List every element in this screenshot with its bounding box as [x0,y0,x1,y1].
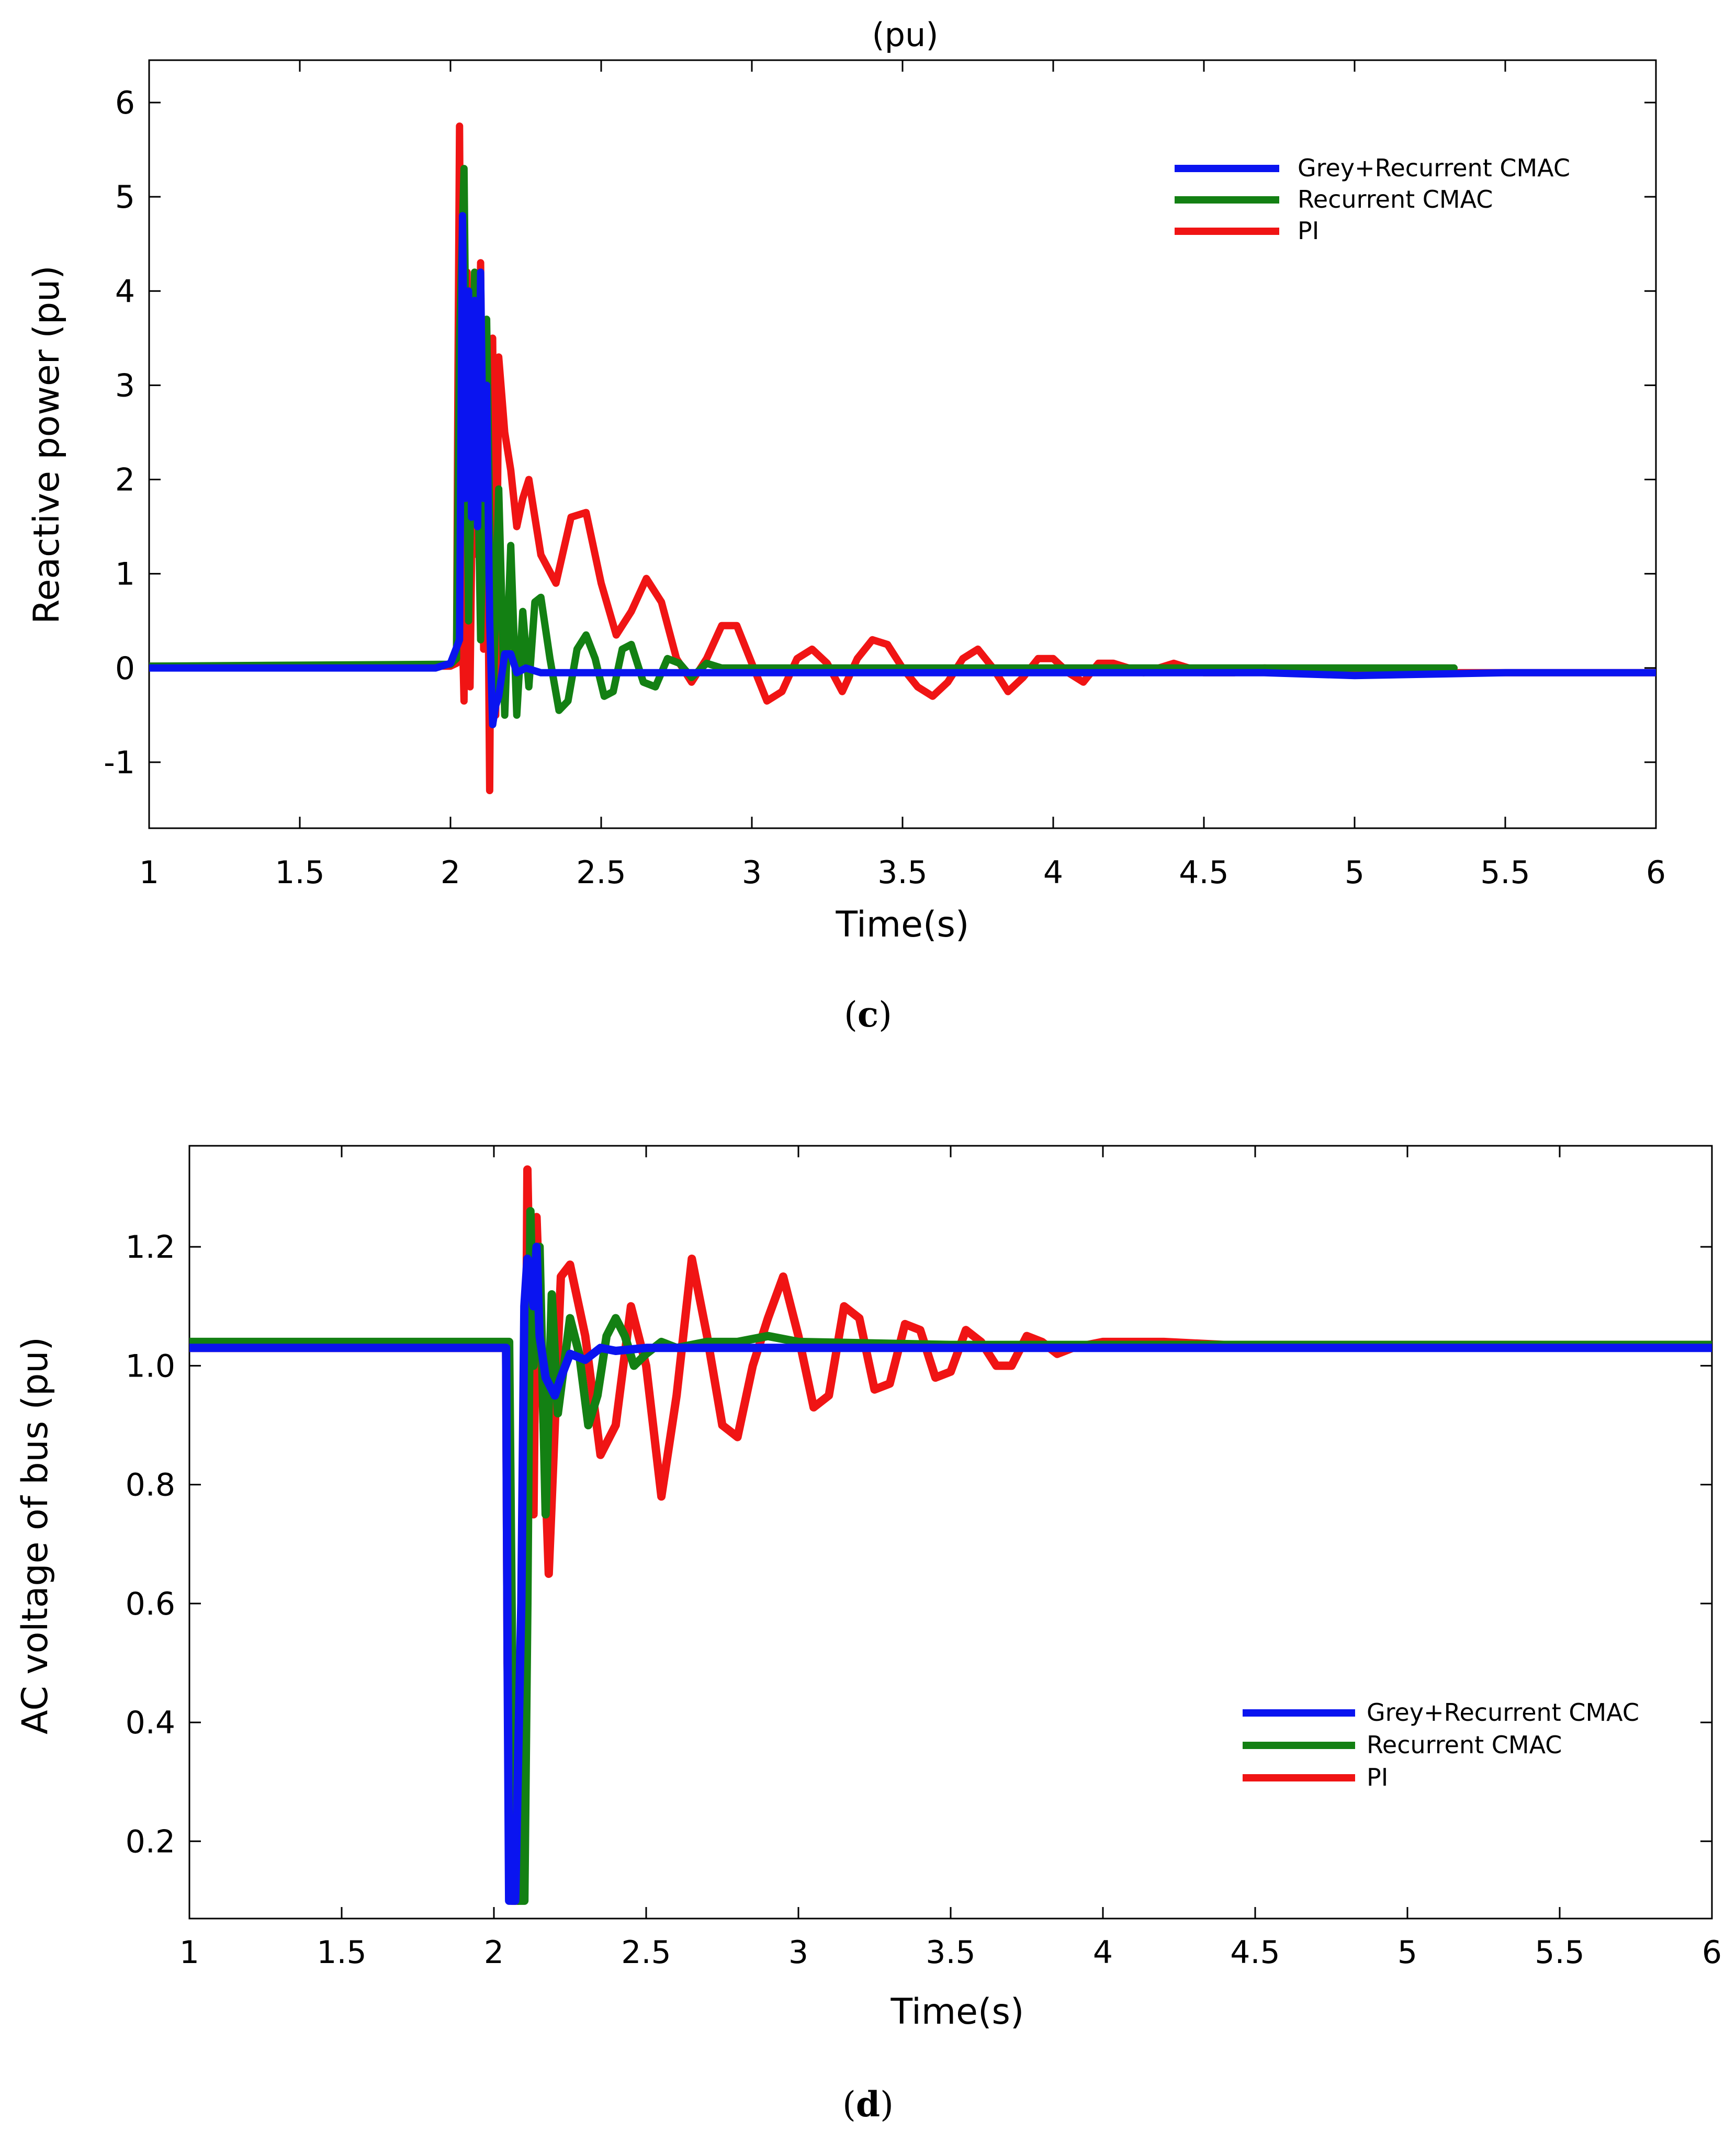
chart-c-x-tick-label: 1 [139,854,159,891]
chart-c-y-tick-label: 4 [115,273,135,310]
figure-caption-d: (d) [842,2084,894,2125]
chart-c-legend-label-recurrent-cmac: Recurrent CMAC [1298,185,1493,213]
chart-d-x-tick-label: 5 [1397,1934,1417,1971]
chart-d-x-tick-label: 6 [1702,1934,1722,1971]
chart-c-y-tick-label: 1 [115,556,135,593]
chart-c-y-tick-label: 5 [115,179,135,216]
chart-c-title: (pu) [872,16,938,54]
figure-caption-c: (c) [844,994,892,1035]
chart-c-x-tick-label: 2.5 [576,854,626,891]
chart-d-y-tick-label: 0.2 [126,1823,175,1860]
chart-c-x-tick-label: 5 [1345,854,1365,891]
chart-c-legend-label-grey-recurrent-cmac: Grey+Recurrent CMAC [1298,154,1570,182]
chart-c-legend-label-pi: PI [1298,217,1319,245]
chart-c-x-axis-title: Time(s) [836,904,970,945]
chart-d-legend: Grey+Recurrent CMAC Recurrent CMAC PI [1243,1698,1639,1791]
caption-d-letter: d [856,2084,880,2125]
chart-d-x-tick-label: 4.5 [1230,1934,1280,1971]
chart-d-legend-label-recurrent-cmac: Recurrent CMAC [1367,1731,1562,1759]
chart-d-series-line-recurrent-cmac [189,1207,1712,1905]
chart-d-y-axis-title: AC voltage of bus (pu) [15,1337,56,1734]
chart-d-x-tick-label: 3.5 [926,1934,975,1971]
chart-d-y-tick-label: 1.0 [126,1348,175,1384]
chart-c-x-tick-label: 6 [1646,854,1666,891]
caption-c-letter: c [858,994,878,1035]
chart-c-x-tick-label: 3 [742,854,762,891]
chart-d-y-tick-labels: 1.2 1.0 0.8 0.6 0.4 0.2 [126,1229,175,1860]
chart-d-x-tick-label: 3 [788,1934,808,1971]
chart-ac-voltage: 1 1.5 2 2.5 3 3.5 4 4.5 5 5.5 6 1.2 1.0 … [15,1145,1722,2125]
chart-c-x-tick-label: 4 [1043,854,1063,891]
chart-c-y-tick-labels: 6 5 4 3 2 1 0 -1 [104,85,135,781]
chart-c-x-tick-label: 4.5 [1179,854,1228,891]
caption-d-open: ( [842,2084,856,2125]
chart-d-y-tick-label: 0.6 [126,1586,175,1622]
chart-d-legend-label-pi: PI [1367,1763,1388,1791]
chart-c-y-tick-label: 2 [115,462,135,499]
caption-c-close: ) [878,995,892,1035]
chart-d-x-tick-label: 1 [179,1934,199,1971]
chart-d-x-tick-labels: 1 1.5 2 2.5 3 3.5 4 4.5 5 5.5 6 [179,1934,1722,1971]
chart-c-legend: Grey+Recurrent CMAC Recurrent CMAC PI [1175,154,1570,245]
chart-c-x-tick-label: 3.5 [877,854,927,891]
chart-d-y-tick-label: 0.4 [126,1705,175,1741]
chart-d-x-tick-label: 4 [1093,1934,1113,1971]
chart-d-x-tick-label: 2.5 [621,1934,671,1971]
chart-c-y-tick-label: 3 [115,367,135,404]
chart-d-series-group [189,1165,1712,1905]
chart-c-series-line-grey-recurrent-cmac [149,212,1656,728]
chart-d-y-tick-label: 0.8 [126,1467,175,1504]
chart-c-y-tick-label: -1 [104,745,135,781]
chart-reactive-power: (pu) 1 1.5 2 2.5 3 3.5 4 4.5 5 5.5 6 6 5… [26,16,1666,1035]
chart-d-y-tick-label: 1.2 [126,1229,175,1266]
chart-d-x-tick-label: 5.5 [1535,1934,1584,1971]
chart-c-series-group [149,122,1656,794]
chart-d-x-tick-label: 1.5 [317,1934,366,1971]
chart-c-y-tick-label: 0 [115,650,135,687]
chart-d-x-axis-title: Time(s) [890,1991,1024,2033]
chart-c-x-tick-label: 1.5 [275,854,324,891]
chart-c-y-axis-title: Reactive power (pu) [26,265,67,624]
chart-c-y-tick-label: 6 [115,85,135,121]
chart-c-x-tick-label: 2 [441,854,460,891]
chart-d-x-tick-label: 2 [484,1934,504,1971]
chart-d-legend-label-grey-recurrent-cmac: Grey+Recurrent CMAC [1367,1698,1639,1727]
chart-d-ticks [188,1146,1713,1919]
chart-c-x-tick-labels: 1 1.5 2 2.5 3 3.5 4 4.5 5 5.5 6 [139,854,1666,891]
caption-c-open: ( [844,995,858,1035]
chart-d-series-line-grey-recurrent-cmac [189,1243,1712,1905]
chart-c-x-tick-label: 5.5 [1480,854,1530,891]
caption-d-close: ) [880,2084,894,2125]
